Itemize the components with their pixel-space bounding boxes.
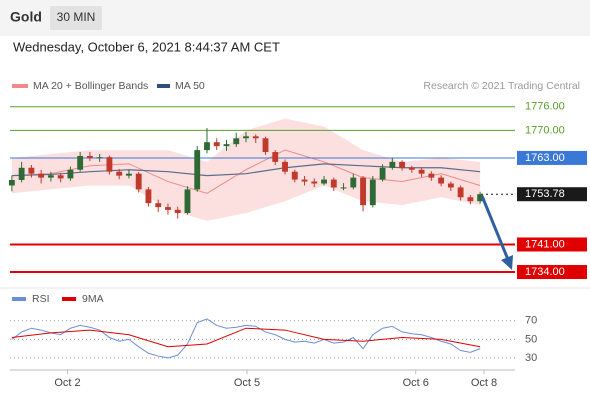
legend-label: MA 50: [175, 80, 205, 92]
timeframe-button[interactable]: [50, 6, 102, 30]
rsi-tick-label: 50: [525, 333, 537, 345]
candle-body: [194, 150, 201, 190]
x-tick-label: Oct 5: [234, 377, 260, 389]
candle-body: [165, 207, 171, 210]
candle-body: [96, 157, 103, 159]
candle-body: [311, 181, 318, 184]
candle-body: [428, 173, 435, 178]
candle-body: [86, 155, 93, 158]
candle-body: [213, 142, 220, 147]
candle-body: [204, 142, 210, 151]
candle-body: [77, 155, 84, 170]
timeframe[interactable]: 30 MIN: [57, 10, 96, 24]
candle-body: [155, 203, 162, 208]
ma20-line: [11, 149, 481, 194]
level-label: 1741.00: [525, 238, 565, 250]
candle-body: [457, 187, 464, 198]
x-tick-label: Oct 8: [471, 377, 497, 389]
candle-body: [291, 171, 298, 180]
level-label: 1770.00: [525, 124, 565, 136]
candle-body: [301, 179, 308, 182]
candle-body: [340, 187, 347, 189]
candle-body: [389, 161, 396, 168]
chart-title: Gold: [10, 9, 42, 25]
candle-body: [174, 209, 181, 214]
candle-body: [418, 169, 425, 174]
candle-body: [272, 152, 279, 162]
forecast-arrowhead: [501, 255, 513, 271]
candle-body: [282, 161, 288, 172]
x-tick-label: Oct 2: [54, 377, 80, 389]
level-label: 1776.00: [525, 101, 565, 113]
candle-body: [28, 167, 35, 174]
candle-body: [262, 138, 269, 153]
source: Research © 2021 Trading Central: [423, 80, 580, 92]
candle-body: [360, 177, 366, 206]
candle-body: [135, 173, 142, 190]
candle-body: [369, 179, 376, 206]
candle-body: [399, 161, 406, 168]
candle-body: [126, 173, 132, 176]
rsi-tick-label: 70: [525, 315, 537, 327]
candle-body: [184, 189, 191, 214]
level-label-box: [517, 237, 587, 252]
candle-body: [350, 177, 357, 188]
candle-body: [8, 179, 15, 186]
candle-body: [38, 173, 45, 178]
legend-label: RSI: [32, 293, 50, 305]
rsi-tick-label: 30: [525, 352, 537, 364]
candle-body: [116, 171, 123, 176]
level-label: 1763.00: [525, 152, 565, 164]
candle-body: [145, 189, 152, 204]
candle-body: [467, 197, 474, 202]
candle-body: [330, 179, 337, 188]
rsi-line: [11, 327, 481, 348]
candle-body: [379, 167, 386, 180]
candle-body: [67, 169, 74, 179]
legend-label: 9MA: [82, 293, 104, 305]
legend-label: MA 20 + Bollinger Bands: [33, 80, 148, 92]
level-label: 1734.00: [525, 266, 565, 278]
candle-body: [233, 138, 240, 145]
candle-body: [408, 167, 415, 170]
candle-body: [447, 183, 454, 188]
candle-body: [57, 175, 64, 179]
level-label: 1753.78: [525, 188, 565, 200]
candle-body: [106, 157, 113, 172]
candle-body: [18, 167, 25, 180]
candle-body: [477, 194, 484, 202]
x-tick-label: Oct 6: [403, 377, 429, 389]
candle-body: [243, 136, 249, 139]
candle-body: [252, 136, 259, 139]
candle-body: [47, 175, 54, 178]
level-label-box: [517, 265, 587, 280]
candle-body: [223, 144, 230, 147]
forecast-arrow: [480, 195, 511, 263]
subtitle: Wednesday, October 6, 2021 8:44:37 AM CE…: [13, 39, 280, 54]
level-label-box: [517, 150, 587, 165]
level-label-box: [517, 187, 587, 202]
candle-body: [321, 179, 327, 184]
candle-body: [438, 177, 445, 184]
rsi-line: [11, 318, 481, 359]
